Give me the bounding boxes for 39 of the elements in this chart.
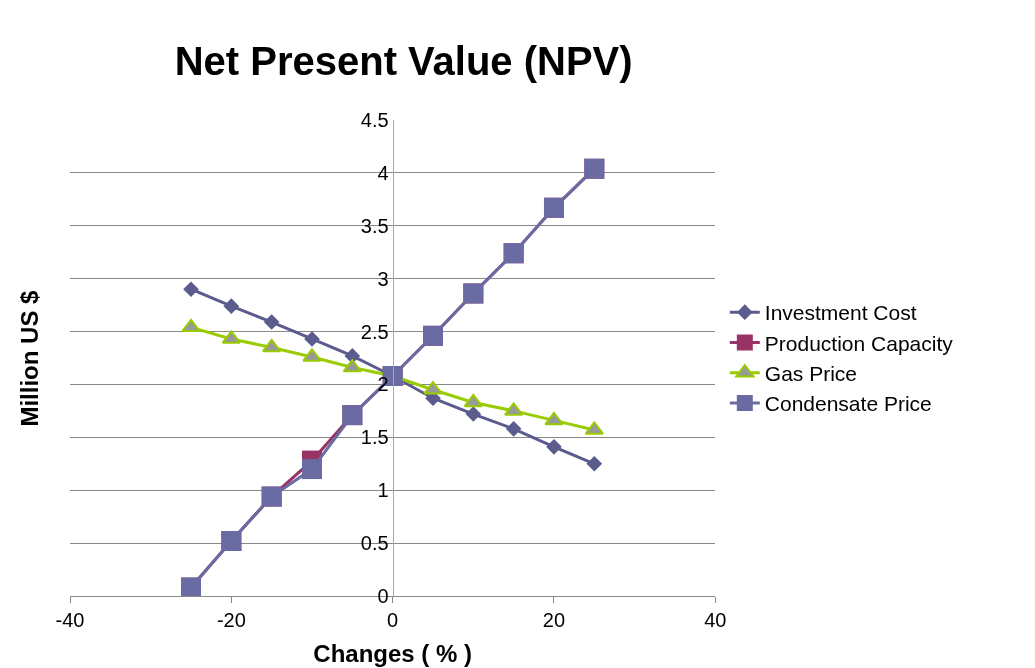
- point: [221, 330, 241, 344]
- legend-label: Gas Price: [764, 361, 858, 385]
- y-axis-title: Million US $: [15, 289, 43, 427]
- point: [302, 348, 322, 362]
- y-tick-label: 4.5: [360, 109, 389, 131]
- point: [544, 411, 564, 426]
- point: [302, 459, 322, 480]
- x-axis-title: Changes ( % ): [313, 640, 472, 668]
- point: [505, 421, 522, 437]
- y-tick-label: 2.5: [360, 320, 389, 343]
- point: [223, 298, 240, 314]
- legend-label: Investment Cost: [764, 301, 917, 325]
- point: [463, 393, 483, 408]
- chart-title: Net Present Value (NPV): [174, 38, 633, 83]
- y-tick-label: 4: [377, 161, 389, 184]
- y-tick-label: 1: [377, 479, 389, 502]
- y-tick-label: 0: [377, 585, 389, 607]
- y-tick-label: 0.5: [360, 532, 389, 555]
- point: [183, 281, 199, 298]
- point: [181, 318, 201, 333]
- y-tick-label: 3.5: [360, 214, 389, 237]
- legend-label: Production Capacity: [764, 331, 954, 355]
- point: [304, 331, 320, 347]
- point: [423, 381, 443, 395]
- point: [262, 338, 282, 353]
- point: [342, 359, 362, 373]
- point: [465, 406, 482, 422]
- legend-label: Condensate Price: [764, 392, 932, 416]
- x-tick-label: -40: [55, 609, 85, 631]
- point: [263, 314, 280, 330]
- point: [584, 421, 604, 435]
- x-tick-label: 20: [542, 609, 566, 631]
- point: [546, 439, 562, 455]
- x-tick-label: 40: [704, 609, 727, 631]
- x-tick-label: -20: [216, 609, 246, 631]
- point: [504, 402, 524, 416]
- y-tick-label: 3: [377, 267, 389, 290]
- point: [586, 455, 603, 472]
- y-tick-label: 1.5: [360, 426, 389, 449]
